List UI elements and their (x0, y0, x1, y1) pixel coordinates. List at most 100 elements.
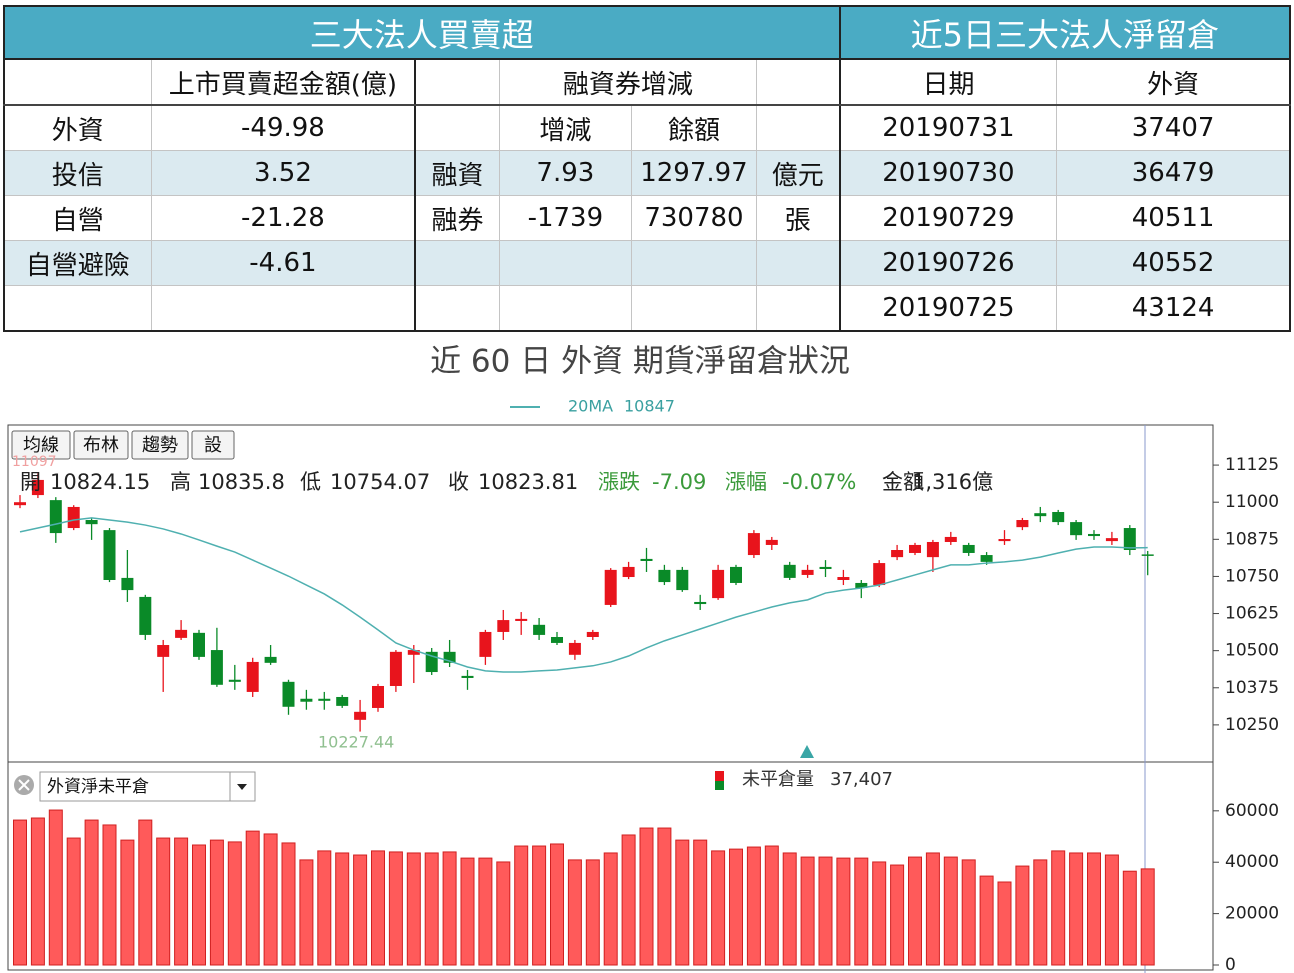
candle-body (1016, 520, 1029, 528)
max-label: 11097 (12, 454, 57, 470)
info-text: 10754.07 (330, 470, 430, 494)
table-cell: 37407 (1056, 104, 1291, 151)
candle-body (1123, 528, 1136, 551)
table-cell: 43124 (1056, 285, 1291, 332)
bar (13, 819, 27, 966)
table-row: 投信 3.52 融資 7.93 1297.97 億元 20190730 36479 (3, 150, 1291, 196)
bar (245, 830, 260, 966)
legend-value: 10847 (624, 397, 675, 416)
candle-body (801, 569, 814, 575)
bar (1122, 870, 1137, 966)
candle-body (461, 675, 474, 678)
candle-body (85, 520, 98, 525)
table-cell (3, 285, 152, 332)
table-cell (498, 240, 632, 286)
table-cell: 1297.97 (630, 150, 758, 196)
y-tick-label: 0 (1225, 955, 1236, 973)
candle-body (1141, 554, 1154, 556)
table-cell: 三大法人買賣超 (3, 5, 841, 60)
info-text: 漲幅 (725, 470, 767, 494)
table-cell (630, 240, 758, 286)
tool-button-label: 趨勢 (142, 435, 178, 456)
table-cell: 7.93 (498, 150, 632, 196)
candle-body (712, 569, 725, 599)
tool-button[interactable] (191, 430, 235, 460)
min-label: 10227.44 (318, 733, 394, 752)
bar (800, 856, 815, 966)
tool-button[interactable] (73, 430, 129, 460)
table-cell: 3.52 (150, 150, 416, 196)
bar (1015, 865, 1030, 966)
table-cell (150, 285, 416, 332)
candle-body (246, 661, 259, 692)
table-cell: 融資券增減 (498, 58, 758, 106)
table-cell: 外資 (1056, 58, 1291, 106)
candle-body (622, 566, 635, 578)
bar (102, 824, 117, 966)
dropdown-arrow (237, 784, 247, 790)
table-row: 20190725 43124 (3, 285, 1291, 332)
y-tick-label: 11000 (1225, 492, 1279, 512)
bar (120, 839, 135, 966)
info-text: -7.09 (652, 470, 706, 494)
bar (1087, 852, 1101, 966)
table-cell: 張 (755, 195, 841, 241)
bar (496, 861, 511, 966)
bar (478, 857, 493, 966)
bar (836, 857, 851, 966)
bar (514, 845, 529, 966)
candle-body (819, 566, 832, 570)
table-cell: 20190730 (838, 150, 1058, 196)
dropdown[interactable] (39, 771, 256, 802)
candle-body (926, 541, 939, 558)
candle-body (139, 596, 152, 635)
table-cell: 增減 (498, 104, 632, 151)
table-row: 上市買賣超金額(億) 融資券增減 日期 外資 (3, 58, 1291, 106)
candle-body (533, 624, 546, 635)
summary-table: 三大法人買賣超 近5日三大法人淨留倉 上市買賣超金額(億) 融資券增減 日期 外資 外資… (3, 5, 1291, 332)
bar (729, 848, 743, 966)
table-cell: -21.28 (150, 195, 416, 241)
bar (925, 852, 940, 966)
tool-button[interactable] (11, 430, 71, 460)
bar (908, 856, 922, 966)
bar (997, 881, 1012, 966)
info-text: 漲跌 (598, 470, 640, 494)
tool-button[interactable] (131, 430, 189, 460)
candle-body (1052, 511, 1065, 523)
close-x (18, 779, 30, 791)
bar (675, 839, 690, 966)
candle-body (479, 631, 492, 657)
y-tick-label: 60000 (1225, 801, 1279, 821)
candle-body (980, 555, 993, 562)
table-cell: -1739 (498, 195, 632, 241)
bar (138, 819, 153, 966)
bar (854, 857, 869, 966)
bar (657, 827, 672, 966)
candle-body (103, 530, 116, 580)
table-cell (630, 285, 758, 332)
bar (639, 827, 654, 966)
bar (818, 856, 833, 966)
candle-body (193, 632, 205, 657)
bar (209, 839, 224, 966)
table-cell: 36479 (1056, 150, 1291, 196)
y-tick-label: 10750 (1225, 566, 1279, 586)
candle-body (568, 642, 581, 655)
bar (299, 859, 314, 966)
candle-body (407, 650, 420, 655)
candle-body (49, 500, 62, 534)
bar (1033, 859, 1048, 966)
info-text: 低 (300, 470, 321, 494)
tool-button-label: 布林 (83, 435, 119, 456)
table-cell (3, 58, 152, 106)
bar (460, 857, 475, 966)
bar (335, 852, 350, 966)
candle-body (1105, 538, 1118, 542)
table-row: 自營避險 -4.61 20190726 40552 (3, 240, 1291, 286)
bar (693, 839, 708, 966)
bar (1069, 852, 1084, 966)
table-cell: 投信 (3, 150, 152, 196)
bar (1104, 854, 1119, 966)
legend-name: 20MA (568, 397, 613, 416)
